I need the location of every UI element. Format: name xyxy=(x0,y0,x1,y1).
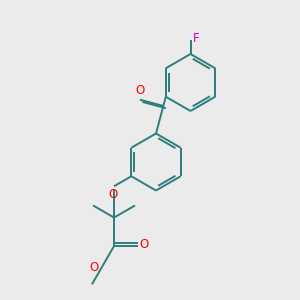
Text: O: O xyxy=(139,238,148,251)
Text: O: O xyxy=(109,188,118,201)
Text: O: O xyxy=(135,84,145,97)
Text: O: O xyxy=(90,261,99,274)
Text: F: F xyxy=(193,32,200,45)
